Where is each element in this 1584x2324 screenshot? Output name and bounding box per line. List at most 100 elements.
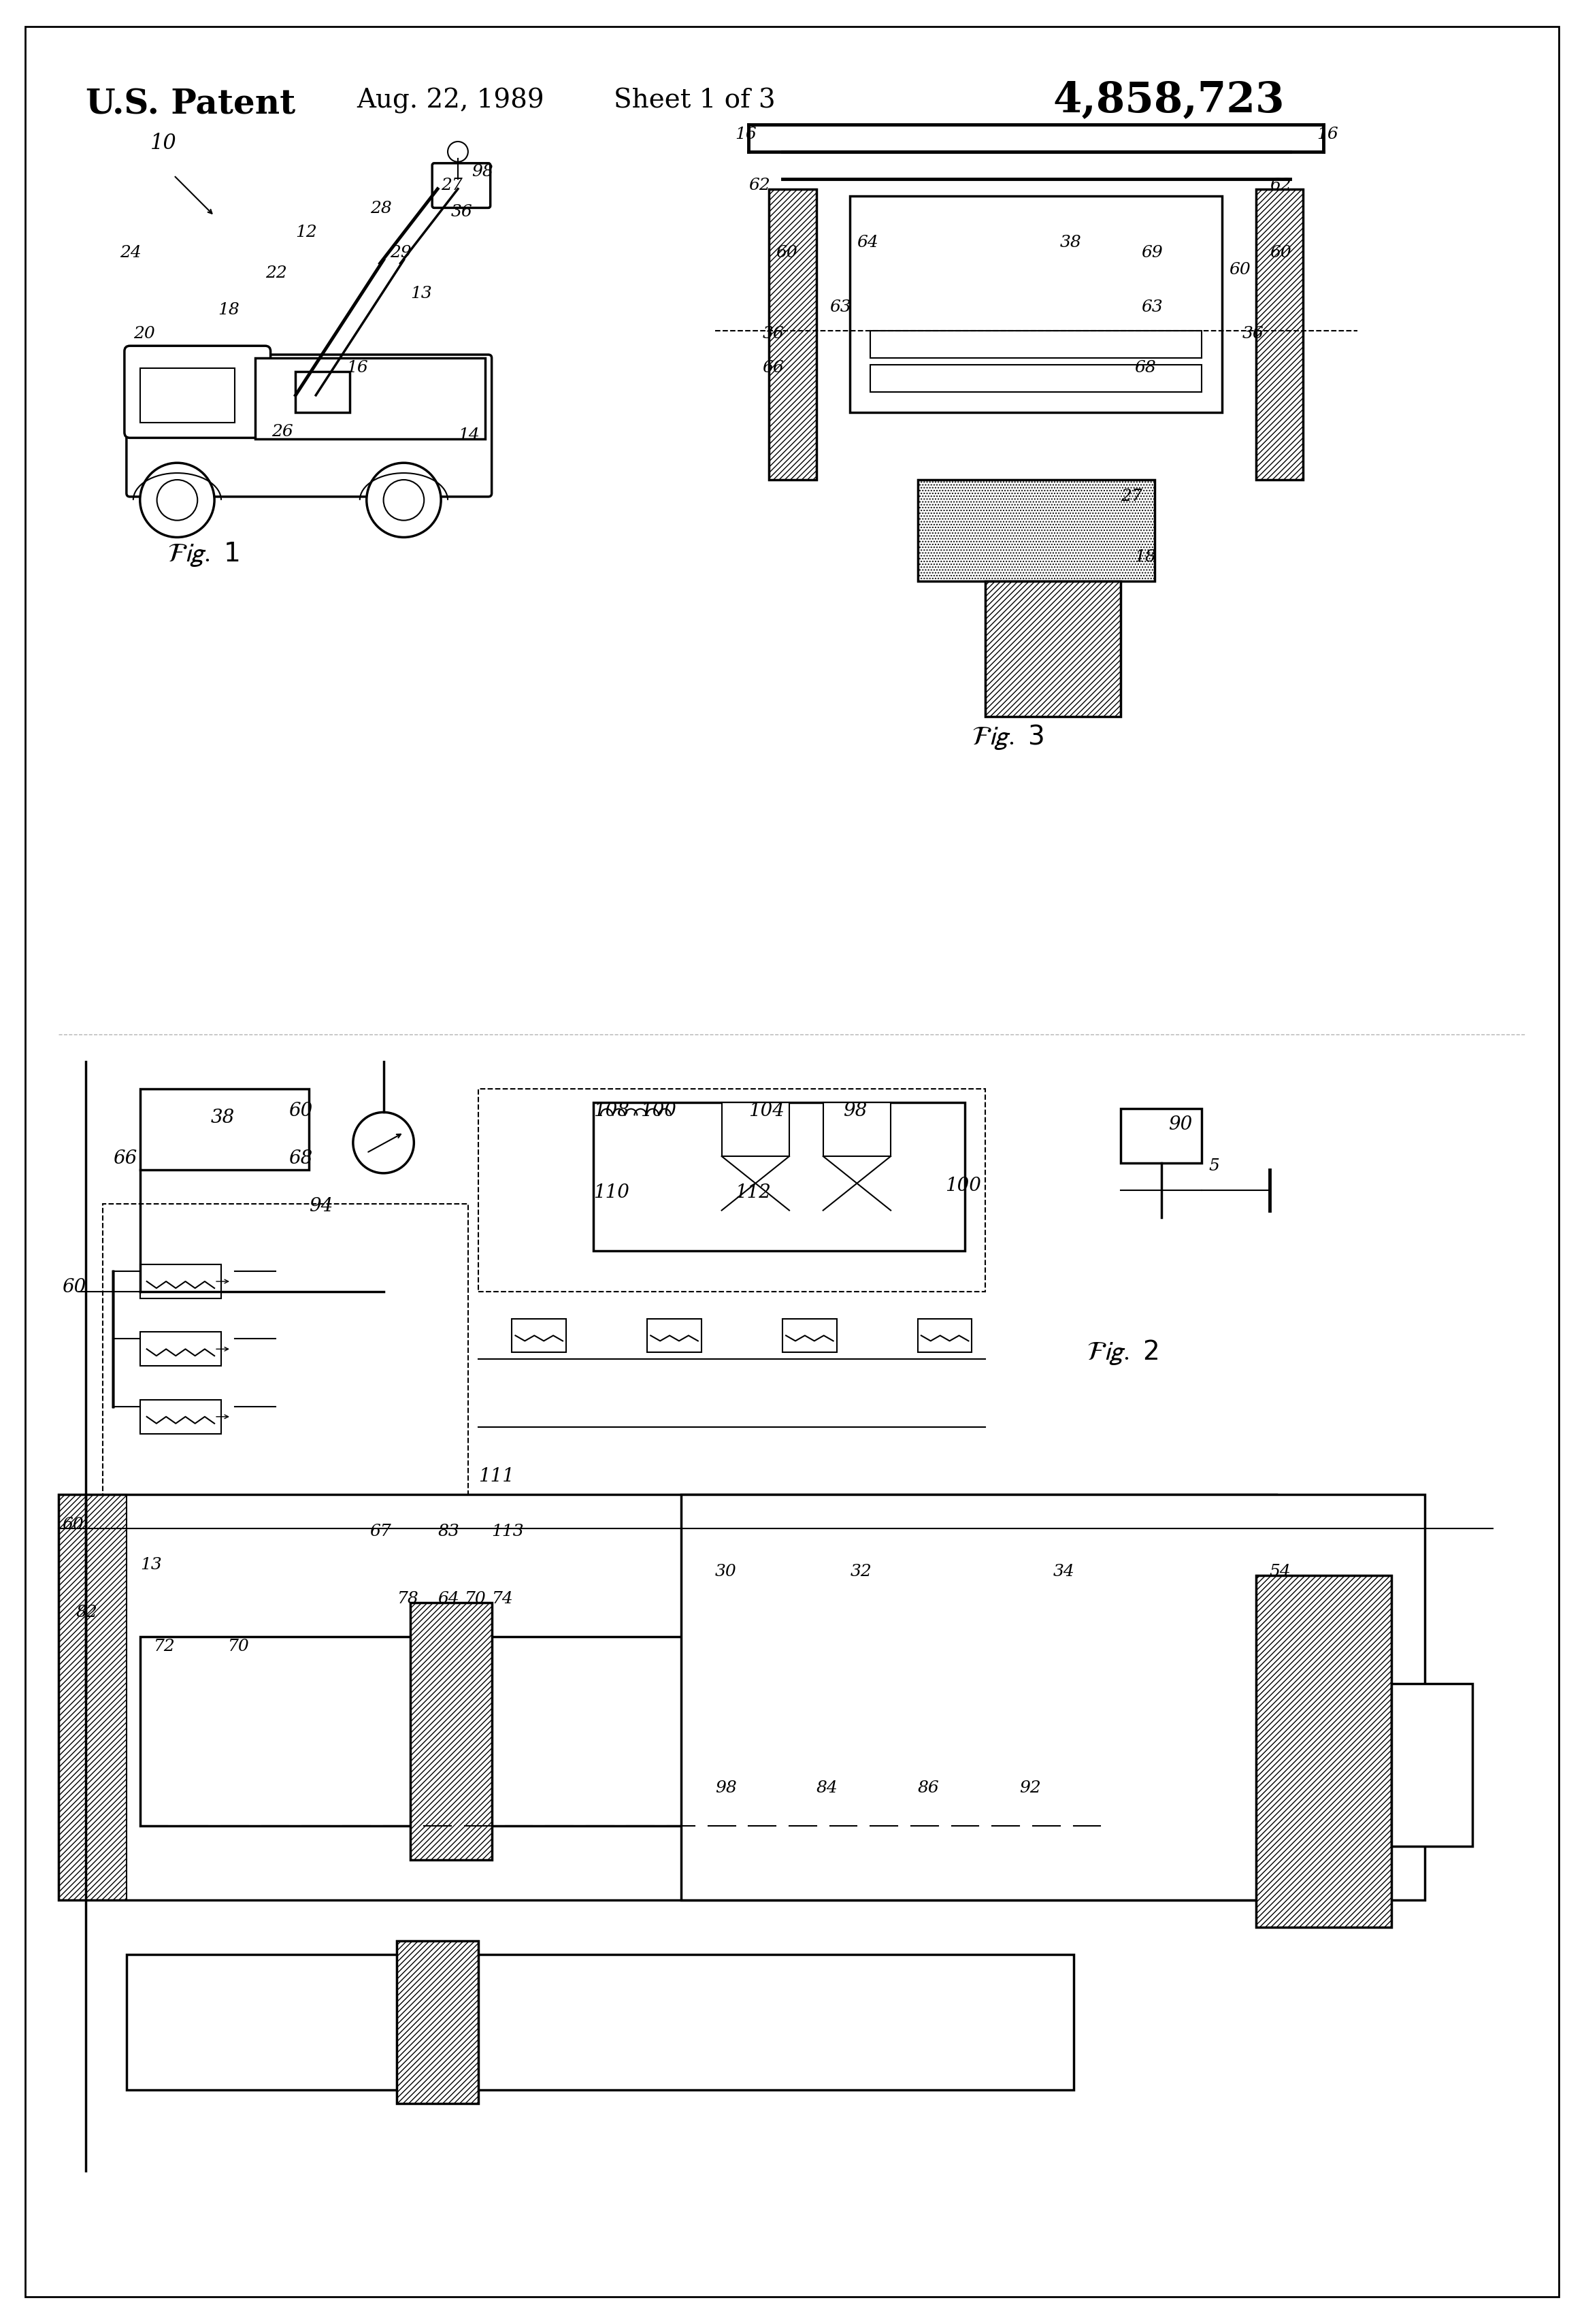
- FancyBboxPatch shape: [432, 163, 491, 209]
- Bar: [1256, 191, 1304, 481]
- Bar: [255, 358, 485, 439]
- Circle shape: [448, 142, 467, 163]
- Bar: [127, 1954, 1074, 2089]
- Text: 18: 18: [217, 302, 239, 318]
- Text: 36: 36: [762, 325, 784, 342]
- Text: 68: 68: [1134, 360, 1156, 376]
- Bar: [768, 191, 816, 481]
- Bar: [917, 1320, 973, 1353]
- Text: $\mathcal{Fig.}$ $3$: $\mathcal{Fig.}$ $3$: [973, 723, 1044, 751]
- Bar: [398, 1941, 478, 2103]
- Text: 98: 98: [843, 1102, 868, 1120]
- Text: 26: 26: [272, 423, 293, 439]
- Bar: [1256, 191, 1304, 481]
- Text: 27: 27: [1121, 488, 1142, 504]
- Text: 78: 78: [398, 1590, 418, 1606]
- Text: 70: 70: [228, 1638, 250, 1655]
- Bar: [1121, 1109, 1202, 1164]
- Text: 16: 16: [347, 360, 367, 376]
- Circle shape: [139, 462, 214, 537]
- Text: 60: 60: [62, 1278, 86, 1297]
- Bar: [985, 581, 1121, 718]
- Bar: [1391, 1685, 1473, 1845]
- Bar: [139, 370, 234, 423]
- Text: 68: 68: [288, 1148, 312, 1167]
- Bar: [1256, 1576, 1391, 1927]
- Text: 60: 60: [288, 1102, 312, 1120]
- Text: 72: 72: [154, 1638, 176, 1655]
- Text: 18: 18: [1134, 548, 1156, 565]
- Text: 16: 16: [1316, 125, 1338, 142]
- Bar: [681, 1494, 1426, 1901]
- Circle shape: [353, 1113, 413, 1174]
- Bar: [871, 332, 1202, 358]
- Text: 13: 13: [410, 286, 432, 302]
- Bar: [139, 1264, 222, 1299]
- Text: 20: 20: [133, 325, 155, 342]
- Text: 98: 98: [714, 1780, 737, 1796]
- Text: $\mathcal{Fig.}$ $2$: $\mathcal{Fig.}$ $2$: [1087, 1339, 1159, 1367]
- Text: 64: 64: [857, 235, 879, 251]
- Bar: [985, 581, 1121, 718]
- Text: 5: 5: [1209, 1157, 1220, 1174]
- Text: 113: 113: [491, 1522, 524, 1538]
- Text: 36: 36: [451, 205, 472, 221]
- Text: 69: 69: [1140, 244, 1163, 260]
- Text: 92: 92: [1019, 1780, 1041, 1796]
- Text: 98: 98: [472, 163, 493, 179]
- Text: Aug. 22, 1989: Aug. 22, 1989: [356, 88, 543, 114]
- Bar: [917, 481, 1155, 581]
- Text: 24: 24: [120, 244, 141, 260]
- Bar: [139, 1090, 309, 1169]
- Text: 29: 29: [390, 244, 412, 260]
- Text: 90: 90: [1167, 1116, 1193, 1134]
- Bar: [139, 1636, 1087, 1827]
- Text: 62: 62: [1269, 177, 1291, 193]
- Bar: [851, 195, 1223, 414]
- Bar: [1256, 1576, 1391, 1927]
- Text: 70: 70: [464, 1590, 486, 1606]
- Text: 94: 94: [309, 1197, 333, 1215]
- Text: 60: 60: [1229, 263, 1250, 277]
- Text: 38: 38: [211, 1109, 234, 1127]
- Text: 104: 104: [749, 1102, 784, 1120]
- Text: 67: 67: [371, 1522, 391, 1538]
- Text: 108: 108: [592, 1102, 629, 1120]
- Text: 38: 38: [1060, 235, 1082, 251]
- Bar: [103, 1204, 467, 1529]
- Text: 30: 30: [714, 1564, 737, 1580]
- Bar: [722, 1102, 789, 1157]
- Text: 100: 100: [640, 1102, 676, 1120]
- Circle shape: [157, 481, 198, 521]
- Bar: [871, 365, 1202, 393]
- Text: 66: 66: [112, 1148, 136, 1167]
- FancyBboxPatch shape: [125, 346, 271, 439]
- Text: 12: 12: [296, 225, 317, 239]
- Bar: [648, 1320, 702, 1353]
- Text: 62: 62: [749, 177, 770, 193]
- Text: 112: 112: [735, 1183, 771, 1202]
- Bar: [59, 1494, 1277, 1901]
- Text: 60: 60: [62, 1515, 84, 1532]
- Bar: [917, 481, 1155, 581]
- Text: 36: 36: [1242, 325, 1264, 342]
- Bar: [139, 1399, 222, 1434]
- Text: 110: 110: [592, 1183, 629, 1202]
- Bar: [478, 1090, 985, 1292]
- Text: 84: 84: [816, 1780, 838, 1796]
- Text: 63: 63: [1140, 300, 1163, 314]
- Circle shape: [366, 462, 440, 537]
- Bar: [296, 372, 350, 414]
- Bar: [139, 1332, 222, 1367]
- Bar: [410, 1604, 491, 1859]
- Text: 22: 22: [265, 265, 287, 281]
- Bar: [512, 1320, 565, 1353]
- Circle shape: [383, 481, 425, 521]
- Text: 66: 66: [762, 360, 784, 376]
- Bar: [398, 1941, 478, 2103]
- Bar: [592, 1102, 965, 1250]
- Text: 14: 14: [458, 428, 480, 444]
- FancyBboxPatch shape: [127, 356, 491, 497]
- Text: 4,858,723: 4,858,723: [1053, 79, 1285, 121]
- Text: 100: 100: [944, 1176, 980, 1195]
